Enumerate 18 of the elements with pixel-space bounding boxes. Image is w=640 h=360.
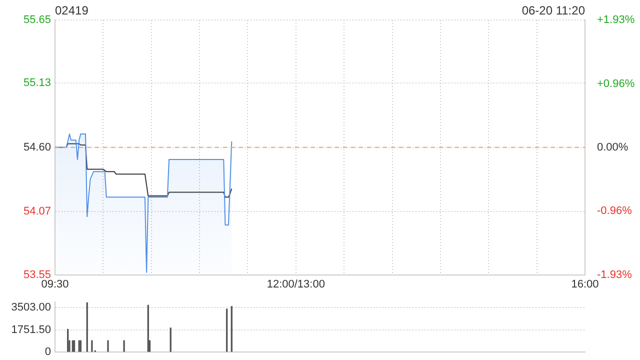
y-tick-label: 55.13 xyxy=(23,77,51,90)
x-tick-label: 16:00 xyxy=(571,278,599,290)
y2-tick-label: 0.00% xyxy=(597,141,628,154)
y2-tick-label: +1.93% xyxy=(597,14,635,26)
y-tick-label: 1751.50 xyxy=(11,324,51,336)
y-tick-label: 54.07 xyxy=(23,206,51,218)
x-tick-label: 12:00/13:00 xyxy=(266,278,325,290)
y-tick-label: 54.60 xyxy=(23,141,51,154)
y-tick-label: 3503.00 xyxy=(11,302,51,314)
chart-title: 02419 xyxy=(55,3,89,18)
x-tick-label: 09:30 xyxy=(41,278,69,290)
y-tick-label: 0 xyxy=(44,346,51,358)
y2-tick-label: +0.96% xyxy=(597,78,635,90)
y-tick-label: 53.55 xyxy=(23,268,51,281)
y-tick-label: 55.65 xyxy=(23,14,51,26)
text: 06-20 11:20 xyxy=(522,3,586,18)
y2-tick-label: -1.93% xyxy=(597,268,632,281)
y2-tick-label: -0.96% xyxy=(597,204,632,217)
